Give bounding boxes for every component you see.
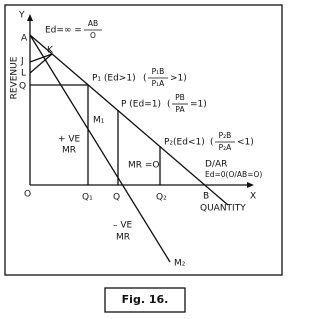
caption-box	[104, 287, 186, 313]
point-label: Q	[19, 82, 26, 92]
point-label: L	[21, 69, 26, 79]
diagram: Y REVENUE X QUANTITY O A J K L Q B Q₁ Q …	[4, 4, 283, 313]
point-label: B	[203, 192, 209, 202]
x-title: QUANTITY	[200, 204, 246, 214]
origin-label: O	[24, 190, 31, 200]
fraction-num: P₂B	[219, 131, 232, 140]
fraction-num: P₁B	[152, 67, 165, 76]
mr-line	[29, 34, 171, 263]
point-label: J	[20, 57, 24, 67]
point-label: M₁	[93, 116, 105, 126]
point-label: A	[21, 34, 28, 44]
frame	[4, 4, 283, 276]
annotation: + VE	[58, 135, 81, 145]
fraction-den: PA	[175, 105, 185, 114]
point-label: Q₂	[156, 193, 167, 203]
point-label: Q₁	[82, 193, 93, 203]
x-arrow	[247, 182, 254, 188]
caption: Fig. 16.	[122, 293, 169, 306]
annotation: (	[143, 74, 147, 84]
l-k-line	[29, 53, 53, 74]
annotation: – VE	[113, 221, 133, 231]
fraction-num: AB	[88, 19, 98, 28]
annotation: Ed=∞ =	[45, 26, 82, 36]
fraction-den: P₂A	[219, 143, 233, 152]
annotation: <1)	[237, 138, 254, 148]
point-label: K	[47, 46, 54, 56]
demand-line	[29, 34, 229, 206]
point-label: M₂	[174, 259, 186, 269]
y-title: REVENUE	[10, 56, 20, 99]
y-label: Y	[18, 11, 25, 21]
annotation: P (Ed=1)	[121, 100, 161, 110]
annotation: Ed=0(O/AB=O)	[205, 170, 262, 179]
annotation: P₁ (Ed>1)	[92, 74, 136, 84]
annotation: D/AR	[205, 160, 227, 170]
annotation: =1)	[190, 100, 207, 110]
fraction-den: O	[90, 31, 96, 40]
annotation: MR	[62, 146, 76, 156]
point-label: Q	[113, 193, 120, 203]
annotation: (	[167, 100, 171, 110]
fraction-den: P₁A	[152, 79, 166, 88]
y-arrow	[27, 14, 33, 21]
annotation: P₂(Ed<1)	[164, 138, 205, 148]
j-k-line	[29, 53, 53, 63]
annotation: (	[210, 138, 214, 148]
x-label: X	[250, 192, 256, 202]
fraction-num: PB	[175, 93, 185, 102]
annotation: MR	[116, 233, 130, 243]
annotation: MR =O	[128, 161, 160, 171]
annotation: >1)	[170, 74, 187, 84]
